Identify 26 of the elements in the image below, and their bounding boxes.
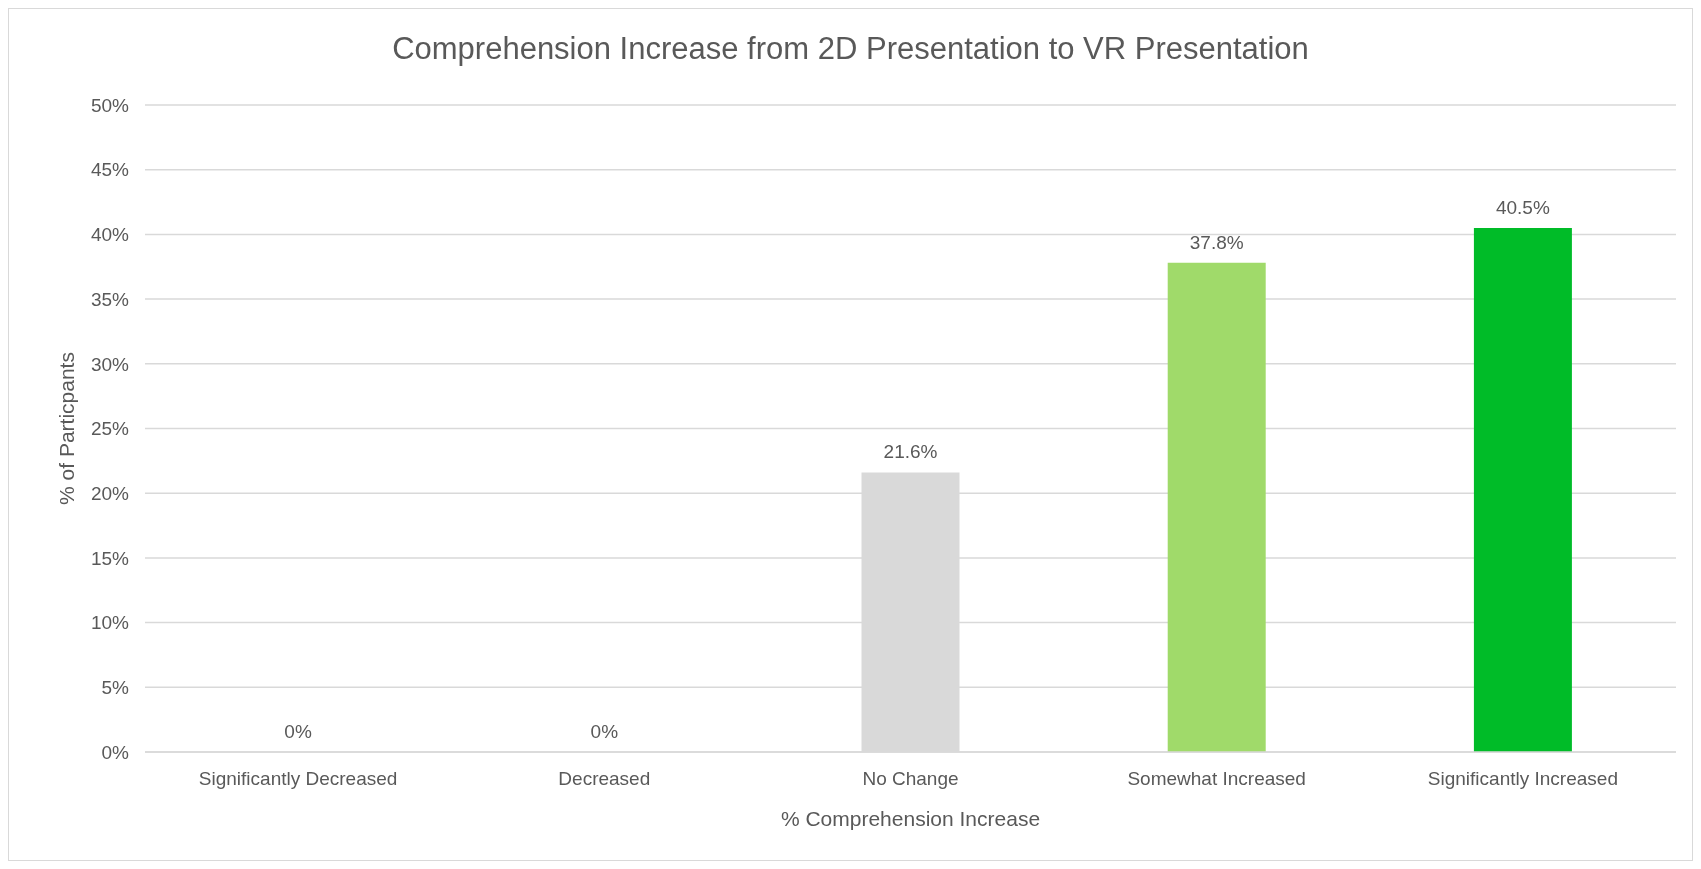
data-label: 0% [590, 721, 619, 742]
y-tick-label: 20% [90, 482, 130, 504]
y-tick-label: 35% [90, 288, 130, 310]
data-label: 37.8% [1189, 231, 1244, 253]
x-tick-label: Decreased [558, 768, 651, 790]
y-tick-label: 50% [90, 94, 130, 116]
y-tick-label: 5% [101, 677, 130, 699]
x-tick-label: Somewhat Increased [1127, 768, 1306, 790]
y-tick-label: 45% [90, 159, 130, 181]
data-label: 0% [284, 721, 312, 742]
x-tick-label: No Change [862, 768, 959, 790]
y-tick-label: 25% [90, 418, 130, 440]
x-axis-title: % Comprehension Increase [780, 807, 1041, 830]
data-label: 21.6% [883, 441, 938, 463]
data-label: 40.5% [1495, 196, 1550, 218]
x-tick-label: Significantly Increased [1427, 768, 1618, 790]
x-tick-label: Significantly Decreased [198, 768, 398, 790]
y-tick-label: 15% [90, 547, 130, 569]
y-axis-title: % of Particpants [55, 352, 79, 505]
y-tick-label: 30% [90, 353, 130, 375]
y-tick-label: 10% [90, 612, 130, 634]
y-tick-label: 0% [101, 741, 130, 763]
chart-title: Comprehension Increase from 2D Presentation to VR Presentation [391, 31, 1310, 67]
y-tick-label: 40% [90, 224, 130, 246]
bar [1167, 262, 1266, 752]
bar [1473, 227, 1572, 752]
